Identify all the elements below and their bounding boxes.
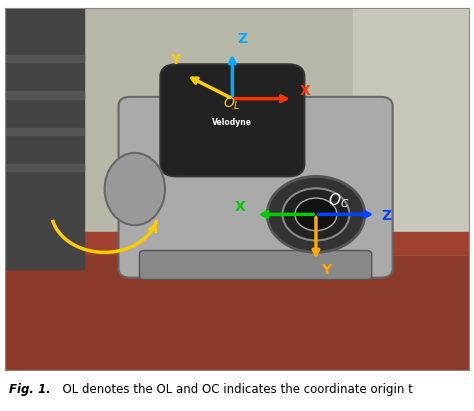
Circle shape [267, 176, 365, 252]
Text: Y: Y [170, 53, 180, 67]
Circle shape [295, 198, 337, 231]
Bar [5, 91, 84, 99]
Text: X: X [300, 84, 310, 98]
Bar [5, 233, 469, 254]
Text: Velodyne: Velodyne [212, 118, 252, 127]
Bar [5, 55, 84, 62]
Bar [5, 127, 84, 135]
Bar [5, 164, 84, 171]
Text: X: X [235, 200, 246, 214]
FancyBboxPatch shape [160, 64, 304, 176]
Bar [5, 8, 84, 269]
Circle shape [283, 188, 349, 240]
Text: $O_L$: $O_L$ [223, 96, 241, 112]
FancyBboxPatch shape [139, 251, 372, 279]
Bar [5, 8, 469, 254]
FancyBboxPatch shape [118, 97, 392, 278]
Text: $O_C$: $O_C$ [328, 192, 349, 210]
Text: Y: Y [320, 263, 331, 277]
Bar [5, 240, 469, 370]
Bar [353, 8, 469, 254]
Text: Z: Z [237, 32, 247, 46]
Text: Z: Z [381, 209, 391, 223]
Ellipse shape [105, 153, 165, 225]
Text: OL denotes the OL and OC indicates the coordinate origin t: OL denotes the OL and OC indicates the c… [55, 383, 412, 396]
Text: Fig. 1.: Fig. 1. [9, 383, 51, 396]
